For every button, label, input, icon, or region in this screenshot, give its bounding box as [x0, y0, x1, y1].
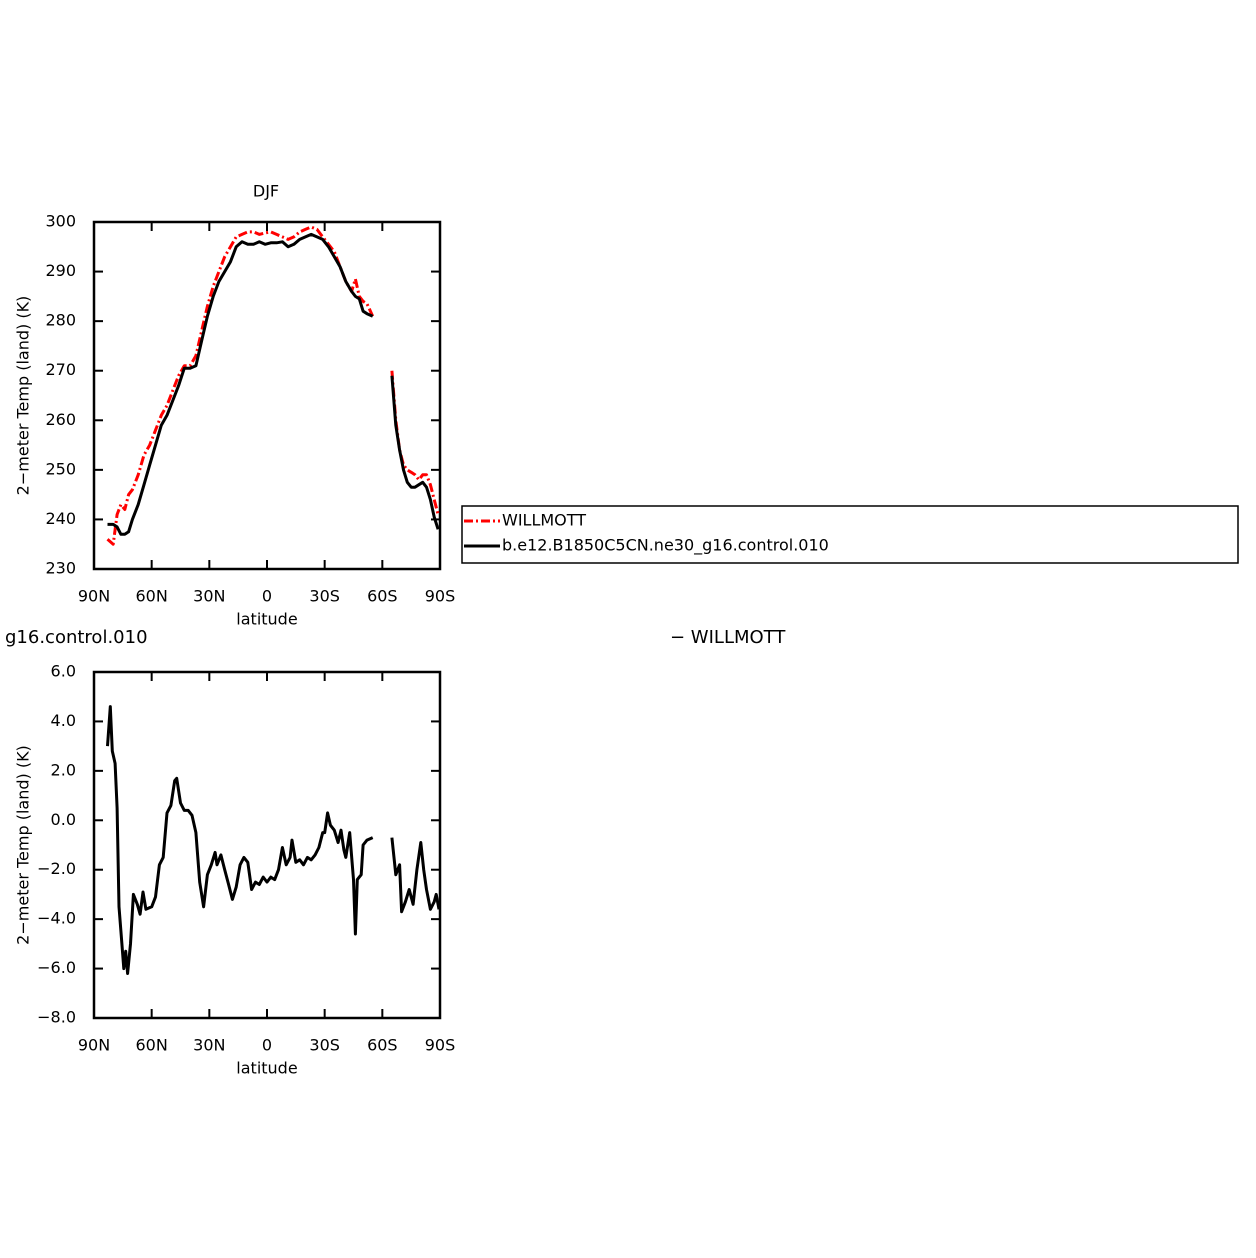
y-tick-label: 240 [45, 509, 76, 528]
y-axis-label: 2−meter Temp (land) (K) [14, 296, 33, 496]
y-tick-label: 290 [45, 261, 76, 280]
y-tick-label: −6.0 [37, 958, 76, 977]
x-tick-label: 60N [136, 1036, 168, 1055]
x-tick-label: 30S [309, 1036, 340, 1055]
y-tick-label: 2.0 [51, 760, 76, 779]
x-tick-label: 30N [193, 1036, 225, 1055]
y-tick-label: −4.0 [37, 909, 76, 928]
y-tick-label: −8.0 [37, 1008, 76, 1027]
y-axis-label: 2−meter Temp (land) (K) [14, 745, 33, 945]
y-tick-label: 230 [45, 559, 76, 578]
plot-frame [92, 670, 442, 1020]
y-tick-label: 270 [45, 360, 76, 379]
y-tick-label: 6.0 [51, 662, 76, 681]
x-tick-label: 90N [78, 1036, 110, 1055]
chart-subtitle: − WILLMOTT [670, 627, 786, 648]
plot-frame [92, 220, 442, 571]
y-tick-label: 280 [45, 311, 76, 330]
x-axis-label: latitude [236, 1059, 297, 1078]
x-tick-label: 30S [309, 587, 340, 606]
chart-title: DJF [253, 182, 279, 201]
data-line [106, 705, 441, 975]
data-line [107, 232, 440, 536]
x-tick-label: 0 [262, 1036, 272, 1055]
x-tick-label: 90S [425, 587, 456, 606]
legend-box [461, 505, 1239, 564]
legend-label: b.e12.B1850C5CN.ne30_g16.control.010 [502, 536, 829, 556]
y-tick-label: −2.0 [37, 859, 76, 878]
y-tick-label: 0.0 [51, 810, 76, 829]
data-line [106, 225, 440, 546]
legend-label: WILLMOTT [502, 511, 586, 530]
x-tick-label: 0 [262, 587, 272, 606]
y-tick-label: 300 [45, 212, 76, 231]
y-tick-label: 4.0 [51, 711, 76, 730]
x-axis-label: latitude [236, 610, 297, 629]
y-tick-label: 260 [45, 410, 76, 429]
x-tick-label: 60S [367, 1036, 398, 1055]
x-tick-label: 30N [193, 587, 225, 606]
x-tick-label: 90N [78, 587, 110, 606]
x-tick-label: 60N [136, 587, 168, 606]
x-tick-label: 60S [367, 587, 398, 606]
x-tick-label: 90S [425, 1036, 456, 1055]
chart-title: g16.control.010 [5, 627, 148, 648]
y-tick-label: 250 [45, 459, 76, 478]
